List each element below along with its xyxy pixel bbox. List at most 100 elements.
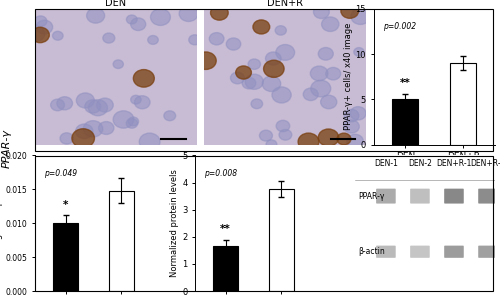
Circle shape	[103, 33, 115, 43]
Circle shape	[260, 130, 272, 141]
Bar	[108, 191, 134, 291]
Circle shape	[126, 15, 137, 24]
Circle shape	[210, 33, 224, 45]
Text: *: *	[63, 200, 68, 210]
FancyBboxPatch shape	[376, 189, 396, 203]
Text: β-actin: β-actin	[358, 247, 384, 256]
Circle shape	[298, 133, 319, 151]
Circle shape	[86, 8, 104, 23]
Text: **: **	[400, 78, 411, 89]
FancyBboxPatch shape	[410, 189, 430, 203]
Text: DEN+R-1: DEN+R-1	[436, 159, 472, 168]
Bar	[450, 63, 476, 145]
Text: DEN+R-2: DEN+R-2	[470, 159, 500, 168]
Circle shape	[337, 133, 351, 145]
Circle shape	[60, 133, 74, 144]
Circle shape	[253, 20, 270, 34]
Circle shape	[310, 66, 328, 81]
Text: PPAR-γ: PPAR-γ	[2, 129, 12, 168]
Title: DEN+R: DEN+R	[267, 0, 303, 8]
Circle shape	[276, 45, 294, 60]
Circle shape	[76, 93, 94, 108]
Circle shape	[27, 26, 45, 41]
Circle shape	[113, 60, 124, 69]
Circle shape	[344, 109, 359, 122]
Circle shape	[76, 124, 93, 139]
Circle shape	[57, 97, 72, 110]
Circle shape	[179, 6, 198, 21]
Circle shape	[134, 96, 150, 109]
Circle shape	[262, 76, 280, 91]
Circle shape	[113, 111, 134, 128]
Circle shape	[150, 9, 171, 26]
Circle shape	[304, 88, 318, 101]
Circle shape	[318, 48, 334, 60]
Text: p=0.002: p=0.002	[384, 22, 416, 31]
FancyBboxPatch shape	[376, 246, 396, 258]
Bar	[268, 189, 293, 291]
Circle shape	[85, 100, 100, 113]
Circle shape	[196, 52, 216, 69]
Circle shape	[50, 99, 64, 111]
Circle shape	[276, 120, 289, 132]
Circle shape	[245, 74, 264, 89]
Circle shape	[350, 107, 366, 120]
Circle shape	[354, 48, 364, 56]
FancyBboxPatch shape	[444, 189, 464, 203]
FancyBboxPatch shape	[478, 189, 498, 203]
Text: p=0.008: p=0.008	[204, 169, 238, 178]
Text: p=0.049: p=0.049	[44, 169, 78, 178]
Circle shape	[36, 20, 52, 34]
Y-axis label: Normalized protein levels: Normalized protein levels	[170, 169, 179, 277]
Circle shape	[266, 52, 281, 65]
Circle shape	[279, 129, 292, 140]
Circle shape	[189, 35, 200, 45]
Circle shape	[341, 3, 358, 18]
Text: PPAR-γ: PPAR-γ	[358, 192, 384, 200]
Circle shape	[351, 8, 370, 24]
Text: DEN-2: DEN-2	[408, 159, 432, 168]
Circle shape	[326, 67, 340, 80]
Circle shape	[126, 119, 138, 128]
Circle shape	[347, 134, 364, 148]
Circle shape	[230, 72, 244, 84]
Text: DEN-1: DEN-1	[374, 159, 398, 168]
Circle shape	[34, 16, 47, 26]
Circle shape	[275, 26, 286, 35]
Bar	[213, 246, 238, 291]
Circle shape	[140, 133, 160, 151]
Circle shape	[226, 38, 241, 50]
Circle shape	[52, 31, 63, 40]
Circle shape	[134, 69, 154, 87]
Circle shape	[322, 17, 339, 31]
Circle shape	[96, 98, 113, 112]
Circle shape	[318, 129, 338, 146]
Circle shape	[84, 121, 103, 137]
Circle shape	[251, 99, 262, 109]
Circle shape	[130, 95, 141, 104]
Circle shape	[248, 59, 260, 69]
FancyBboxPatch shape	[410, 246, 430, 258]
Bar	[53, 223, 78, 291]
Circle shape	[320, 95, 337, 109]
Circle shape	[236, 66, 252, 79]
FancyBboxPatch shape	[478, 246, 498, 258]
Circle shape	[344, 120, 359, 133]
Circle shape	[266, 140, 277, 149]
Circle shape	[242, 78, 256, 89]
Circle shape	[310, 80, 330, 97]
Y-axis label: PPAR-γ+ cells/ x40 image: PPAR-γ+ cells/ x40 image	[344, 23, 352, 130]
Circle shape	[272, 87, 291, 103]
Circle shape	[98, 121, 114, 135]
Circle shape	[264, 60, 284, 78]
FancyBboxPatch shape	[444, 246, 464, 258]
Circle shape	[72, 129, 94, 148]
Circle shape	[210, 5, 228, 20]
Circle shape	[31, 27, 50, 43]
Bar	[392, 99, 418, 145]
Text: **: **	[220, 224, 231, 234]
Circle shape	[314, 5, 330, 18]
Y-axis label: Relative gene expression: Relative gene expression	[0, 170, 2, 277]
Circle shape	[130, 18, 146, 31]
Circle shape	[164, 111, 175, 121]
